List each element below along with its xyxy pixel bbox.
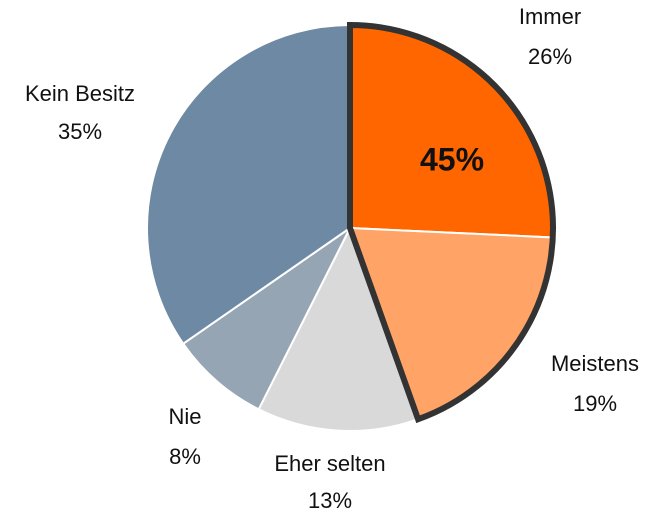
slice-value-label: 19% [573, 391, 617, 416]
pie-slice [349, 23, 554, 239]
slice-label: Kein Besitz [25, 81, 135, 106]
slice-value-label: 13% [308, 488, 352, 513]
slices [146, 23, 554, 432]
pie-slice [257, 225, 420, 432]
slice-label: Immer [519, 4, 581, 29]
pie-slice [181, 227, 351, 411]
annotation: 45% [420, 141, 484, 177]
highlight-outline [347, 21, 556, 424]
slice-label: Meistens [551, 351, 639, 376]
pie-slice [146, 23, 351, 346]
slice-label: Nie [168, 404, 201, 429]
slice-value-label: 35% [58, 119, 102, 144]
slice-value-label: 8% [169, 444, 201, 469]
outline-group [347, 21, 556, 424]
slice-value-label: 26% [528, 44, 572, 69]
slice-label: Eher selten [274, 451, 385, 476]
